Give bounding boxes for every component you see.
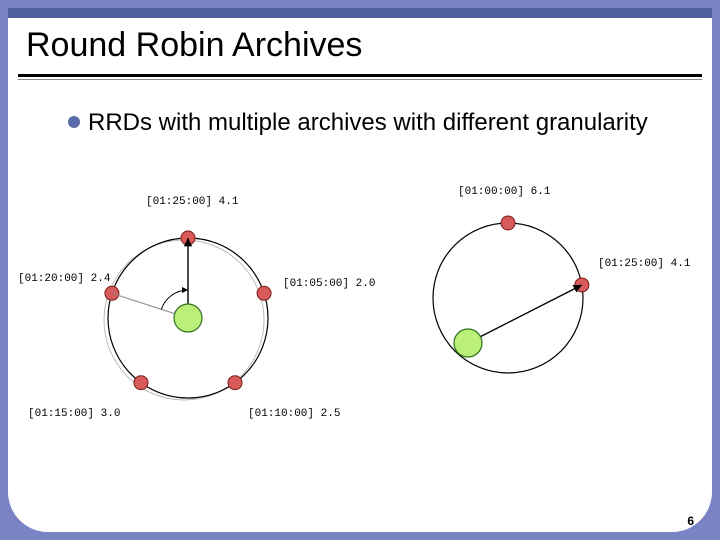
slide-body: Round Robin Archives RRDs with multiple … [8,8,712,532]
node-label: [01:10:00] 2.5 [248,408,340,420]
node-label: [01:25:00] 4.1 [598,258,690,270]
page-number: 6 [687,514,694,528]
node-label: [01:05:00] 2.0 [283,278,375,290]
node-label: [01:15:00] 3.0 [28,408,120,420]
slide-title: Round Robin Archives [26,26,362,65]
node-label: [01:00:00] 6.1 [458,186,550,198]
rrd-diagram [38,188,678,488]
bullet-text: RRDs with multiple archives with differe… [88,108,648,138]
node-label: [01:25:00] 4.1 [146,196,238,208]
title-underline [18,74,702,77]
bullet-icon [68,116,80,128]
node-label: [01:20:00] 2.4 [18,273,110,285]
bullet-item: RRDs with multiple archives with differe… [68,108,652,138]
title-underline-thin [18,79,702,80]
header-band [8,8,712,18]
diagram-area: [01:25:00] 4.1 [01:05:00] 2.0 [01:10:00] 2… [38,188,682,482]
